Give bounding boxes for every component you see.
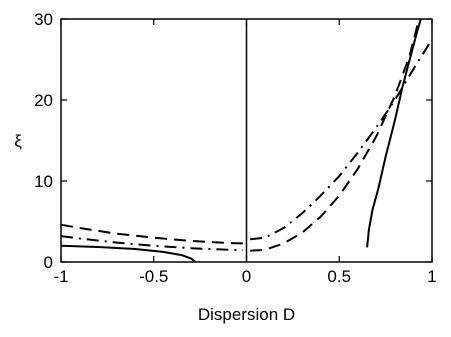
series-line-solid xyxy=(60,244,196,263)
x-axis-label: Dispersion D xyxy=(198,305,295,324)
series-line-dashdot xyxy=(60,235,243,252)
series-line-dashed xyxy=(250,18,420,252)
x-tick-label: 1 xyxy=(427,267,436,286)
x-tick-label: 0 xyxy=(242,267,251,286)
y-tick-label: 0 xyxy=(44,253,53,272)
series-line-dashdot xyxy=(250,38,433,241)
y-tick-label: 10 xyxy=(34,172,53,191)
series-layer xyxy=(60,18,433,263)
y-axis-label: ξ xyxy=(14,132,22,151)
x-tick-label: 0.5 xyxy=(327,267,351,286)
series-line-dashed xyxy=(60,223,243,245)
series-line-solid xyxy=(366,18,422,248)
y-tick-label: 30 xyxy=(34,10,53,29)
y-tick-label: 20 xyxy=(34,91,53,110)
x-tick-label: -1 xyxy=(53,267,68,286)
x-tick-label: -0.5 xyxy=(139,267,168,286)
